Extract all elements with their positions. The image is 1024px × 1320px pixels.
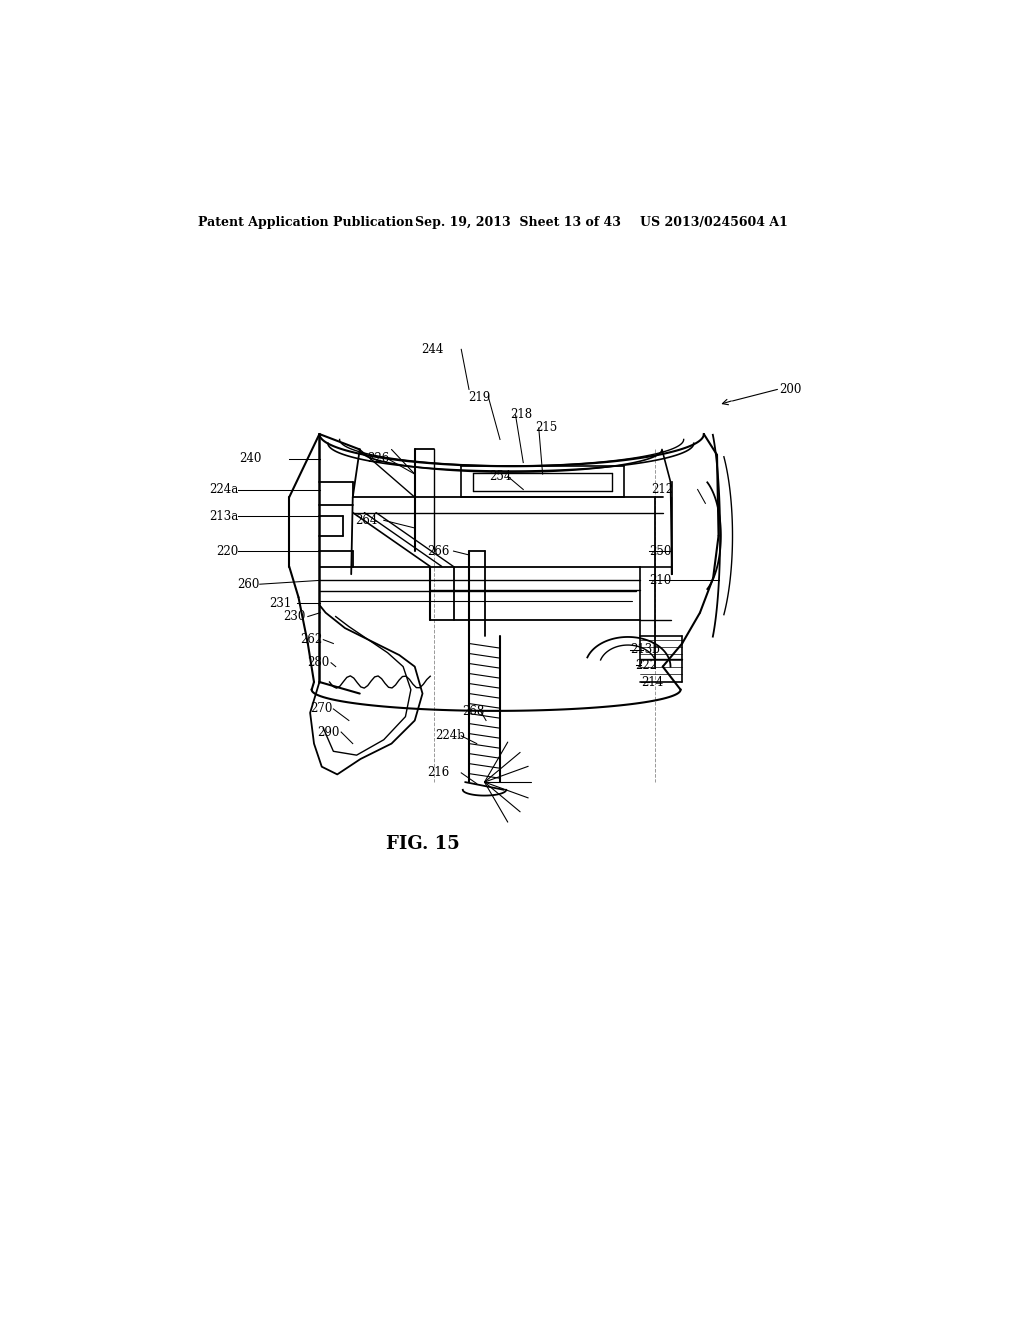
Text: 240: 240 xyxy=(240,453,262,465)
Text: 224a: 224a xyxy=(209,483,238,496)
Text: 200: 200 xyxy=(779,383,802,396)
Text: US 2013/0245604 A1: US 2013/0245604 A1 xyxy=(640,216,787,230)
Text: 214: 214 xyxy=(641,676,664,689)
Text: 262: 262 xyxy=(300,634,322,647)
Text: 254: 254 xyxy=(488,470,511,483)
Text: 266: 266 xyxy=(427,545,450,557)
Text: 268: 268 xyxy=(462,705,484,718)
Text: 250: 250 xyxy=(649,545,671,557)
Text: 244: 244 xyxy=(422,343,443,356)
Text: 220: 220 xyxy=(216,545,238,557)
Text: 219: 219 xyxy=(468,391,490,404)
Text: 280: 280 xyxy=(307,656,329,669)
Text: 216: 216 xyxy=(427,767,450,779)
Text: 215: 215 xyxy=(536,421,558,434)
Text: 210: 210 xyxy=(649,574,671,587)
Text: 224b: 224b xyxy=(434,730,465,742)
Text: 213a: 213a xyxy=(209,510,238,523)
Text: 260: 260 xyxy=(238,578,260,591)
Text: 290: 290 xyxy=(316,726,339,739)
Text: 218: 218 xyxy=(511,408,532,421)
Text: 264: 264 xyxy=(355,513,378,527)
Text: 231: 231 xyxy=(268,597,291,610)
Text: 270: 270 xyxy=(310,702,333,715)
Text: 213b: 213b xyxy=(630,643,660,656)
Text: 230: 230 xyxy=(284,610,306,623)
Text: 212: 212 xyxy=(651,483,674,496)
Text: Sep. 19, 2013  Sheet 13 of 43: Sep. 19, 2013 Sheet 13 of 43 xyxy=(415,216,621,230)
Text: 226: 226 xyxy=(368,453,389,465)
Text: FIG. 15: FIG. 15 xyxy=(386,834,460,853)
Text: Patent Application Publication: Patent Application Publication xyxy=(198,216,414,230)
Text: 222: 222 xyxy=(636,659,657,672)
